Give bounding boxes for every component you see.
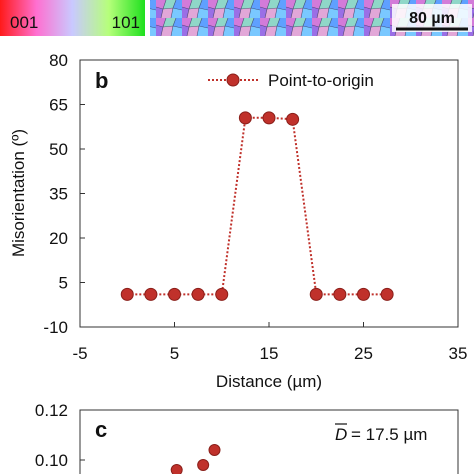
- chart-b: b -10 5 20 35 50 65 80 -5 5 15 25 35 Misorientatio…: [9, 51, 467, 391]
- data-point: [286, 112, 300, 126]
- data-point: [191, 287, 205, 301]
- data-point: [144, 287, 158, 301]
- ipf-key-label-left: 001: [10, 13, 38, 32]
- chart-b-points: [120, 111, 394, 301]
- y-tick-label: 65: [49, 96, 68, 115]
- data-point: [170, 464, 183, 474]
- x-tick-label: 35: [449, 344, 468, 363]
- chart-c: c 0.12 0.10 D = 17.5 µm: [35, 401, 459, 474]
- y-tick-label: 0.10: [35, 451, 68, 470]
- data-point: [120, 287, 134, 301]
- scale-bar-background: [392, 4, 472, 32]
- data-point: [208, 444, 221, 456]
- ipf-key-label-right: 101: [112, 13, 140, 32]
- chart-b-x-ticks: -5 5 15 25 35: [72, 322, 467, 363]
- data-point: [238, 111, 252, 125]
- y-tick-label: 0.12: [35, 401, 68, 420]
- data-point: [215, 287, 229, 301]
- x-tick-label: 25: [354, 344, 373, 363]
- ipf-color-key: [0, 0, 145, 36]
- data-point: [333, 287, 347, 301]
- y-tick-label: 80: [49, 51, 68, 70]
- chart-b-plot-area: [79, 59, 459, 328]
- chart-c-annotation-symbol: D: [335, 425, 347, 444]
- y-tick-label: 20: [49, 229, 68, 248]
- data-point: [380, 287, 394, 301]
- scale-bar-label: 80 µm: [409, 10, 455, 27]
- x-tick-label: 5: [170, 344, 179, 363]
- data-point: [357, 287, 370, 301]
- chart-c-frame: [79, 409, 459, 474]
- legend-label: Point-to-origin: [268, 71, 374, 90]
- y-tick-label: 50: [49, 140, 68, 159]
- series-line-point-to-origin: [127, 116, 388, 296]
- top-strip: 001 101 80 µm: [0, 0, 474, 36]
- chart-c-annotation-value: = 17.5 µm: [351, 425, 427, 444]
- y-tick-label: 5: [59, 274, 68, 293]
- chart-c-points: [170, 444, 221, 474]
- chart-c-annotation: D = 17.5 µm: [335, 423, 427, 444]
- chart-b-legend: Point-to-origin: [208, 71, 374, 90]
- chart-b-x-axis-label: Distance (µm): [216, 372, 322, 391]
- legend-marker: [226, 73, 240, 87]
- chart-b-y-ticks: -10 5 20 35 50 65 80: [43, 51, 85, 337]
- y-tick-label: 35: [49, 185, 68, 204]
- chart-b-panel-label: b: [95, 68, 108, 93]
- chart-c-panel-label: c: [95, 417, 107, 442]
- x-tick-label: -5: [72, 344, 87, 363]
- data-point: [309, 287, 323, 301]
- y-tick-label: -10: [43, 318, 68, 337]
- chart-c-y-ticks: 0.12 0.10: [35, 401, 85, 470]
- x-tick-label: 15: [260, 344, 279, 363]
- data-point: [168, 287, 181, 301]
- data-point: [262, 111, 276, 125]
- data-point: [197, 459, 210, 471]
- chart-b-y-axis-label: Misorientation (º): [9, 129, 28, 257]
